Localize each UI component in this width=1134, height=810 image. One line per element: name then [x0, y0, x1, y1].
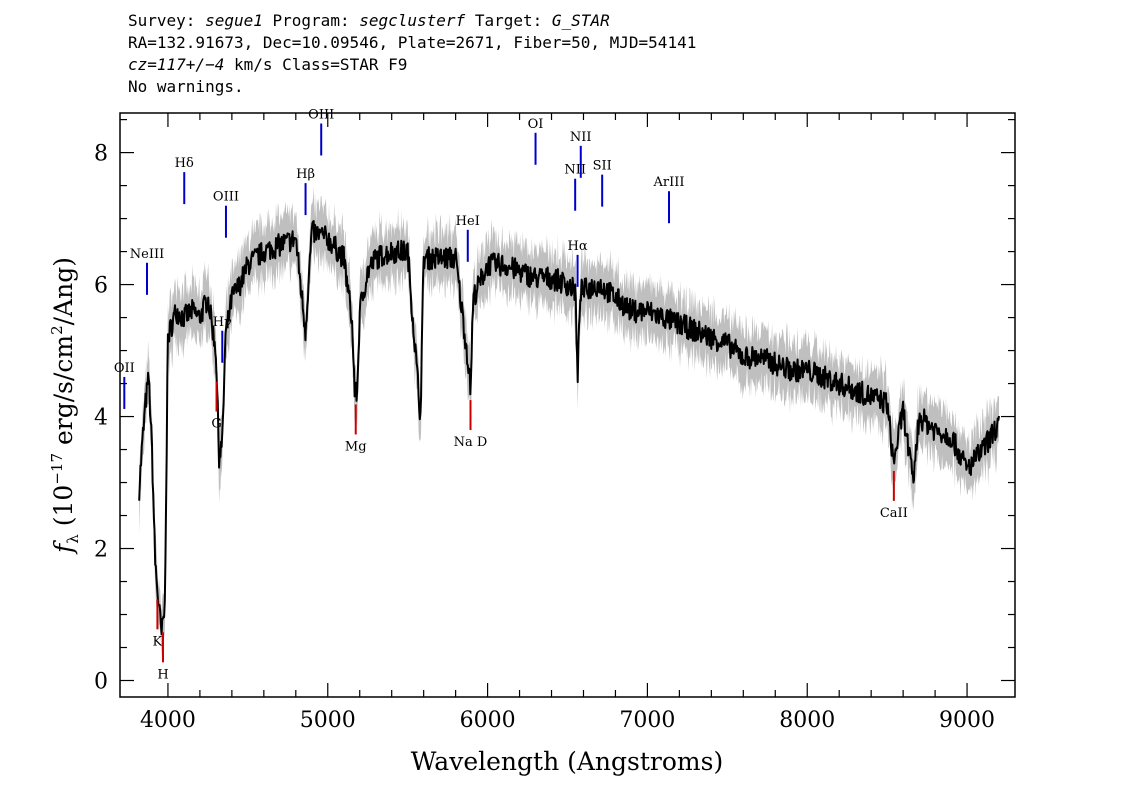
absorption-line-label: K	[153, 634, 163, 649]
survey-label: Survey:	[128, 11, 196, 30]
target-value: G_STAR	[551, 11, 610, 30]
x-axis: 4000 5000 6000 7000 8000 9000	[140, 113, 995, 733]
class-value: km/s Class=STAR F9	[233, 55, 408, 74]
y-axis-title: fλ (10−17 erg/s/cm2/Ang)	[48, 257, 82, 555]
x-tick-label: 7000	[619, 708, 675, 733]
plot-area: OIINeIIIHδHγOIIIHβOIIIHeIOINIIHαNIISIIAr…	[114, 107, 1000, 682]
y-axis: 0 2 4 6 8	[94, 118, 1015, 695]
y-title-main: (10	[49, 485, 78, 527]
emission-line-label: Hγ	[213, 315, 232, 330]
y-tick-label: 0	[94, 670, 108, 695]
emission-line-label: OIII	[308, 107, 334, 122]
absorption-line-label: H	[157, 667, 168, 682]
y-axis-title-text: fλ (10−17 erg/s/cm2/Ang)	[48, 257, 82, 555]
x-tick-label: 4000	[140, 708, 196, 733]
redshift-value: cz=117+/−4	[128, 55, 225, 74]
y-title-end: /Ang)	[49, 257, 78, 325]
emission-line-label: NeIII	[130, 247, 164, 262]
program-value: segclusterf	[359, 11, 466, 30]
plot-frame	[119, 112, 1016, 698]
absorption-line-label: Na D	[454, 435, 488, 450]
spectrum-header: Survey: segue1 Program: segclusterf Targ…	[128, 10, 696, 98]
x-tick-label: 8000	[779, 708, 835, 733]
x-tick-label: 6000	[460, 708, 516, 733]
emission-line-label: OII	[114, 361, 135, 376]
y-tick-label: 8	[94, 142, 108, 167]
flux-line	[138, 220, 1000, 636]
x-tick-label: 5000	[300, 708, 356, 733]
emission-line-label: NII	[564, 163, 586, 178]
emission-line-label: Hα	[568, 239, 588, 254]
absorption-line-label: Mg	[345, 439, 367, 454]
y-title-f: f	[49, 540, 78, 555]
y-tick-label: 6	[94, 274, 108, 299]
emission-line-label: Hδ	[175, 156, 194, 171]
x-tick-label: 9000	[939, 708, 995, 733]
y-title-exp: −17	[48, 453, 66, 485]
y-title-sub: λ	[64, 534, 82, 544]
emission-line-label: NII	[570, 130, 592, 145]
survey-value: segue1	[205, 11, 263, 30]
program-label: Program:	[272, 11, 350, 30]
y-tick-label: 4	[94, 406, 108, 431]
emission-line-label: HeI	[456, 214, 480, 229]
header-line-coordinates: RA=132.91673, Dec=10.09546, Plate=2671, …	[128, 33, 697, 52]
target-label: Target:	[474, 11, 543, 30]
x-axis-title: Wavelength (Angstroms)	[411, 747, 723, 776]
emission-line-label: OI	[528, 117, 544, 132]
emission-line-label: SII	[593, 159, 612, 174]
absorption-line-label: G	[211, 417, 221, 432]
emission-line-label: OIII	[213, 190, 239, 205]
emission-line-label: Hβ	[296, 167, 315, 182]
y-tick-label: 2	[94, 538, 108, 563]
header-line-redshift: cz=117+/−4 km/s Class=STAR F9	[128, 54, 696, 76]
header-line-warnings: No warnings.	[128, 77, 244, 96]
header-line-survey: Survey: segue1 Program: segclusterf Targ…	[128, 10, 696, 32]
error-band	[139, 186, 999, 659]
emission-line-label: ArIII	[652, 175, 684, 190]
y-title-mid: erg/s/cm	[49, 335, 78, 445]
absorption-line-label: CaII	[880, 506, 908, 521]
y-title-exp2: 2	[48, 325, 66, 335]
